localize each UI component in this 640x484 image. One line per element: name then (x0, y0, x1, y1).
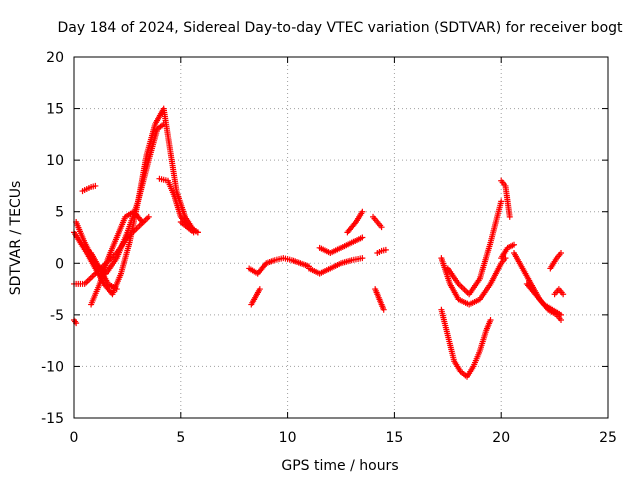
grid (74, 57, 608, 418)
series-arc-14 (344, 208, 366, 236)
series-arc-8 (177, 219, 197, 236)
y-tick-label: -10 (41, 359, 64, 375)
data-point (498, 198, 505, 205)
data-point (92, 182, 99, 189)
series-arc-21 (498, 177, 513, 220)
data-point (139, 219, 146, 226)
series-arc-5 (88, 249, 120, 293)
data-point (113, 286, 120, 293)
chart-title: Day 184 of 2024, Sidereal Day-to-day VTE… (57, 20, 623, 36)
y-tick-label: 15 (46, 102, 64, 118)
series-arc-6 (79, 182, 99, 195)
series-arc-4 (88, 208, 146, 308)
series-arc-19 (438, 255, 509, 308)
data-point (190, 229, 197, 236)
series-arc-11 (248, 286, 263, 308)
data-point (359, 255, 366, 262)
series-arc-12 (305, 255, 366, 277)
data-point (382, 246, 389, 253)
x-tick-label: 25 (599, 430, 617, 446)
data-point (511, 241, 518, 248)
x-tick-label: 5 (176, 430, 185, 446)
data-points (71, 105, 567, 380)
data-point (560, 291, 567, 298)
y-tick-label: -15 (41, 411, 64, 427)
x-tick-label: 10 (279, 430, 297, 446)
y-tick-label: 5 (55, 205, 64, 221)
data-point (359, 234, 366, 241)
y-tick-label: 0 (55, 256, 64, 272)
data-point (487, 317, 494, 324)
data-point (380, 306, 387, 313)
y-tick-label: 10 (46, 153, 64, 169)
x-tick-label: 0 (70, 430, 79, 446)
data-point (378, 224, 385, 231)
y-tick-label: 20 (46, 50, 64, 66)
series-arc-26 (498, 241, 518, 262)
series-arc-15 (370, 213, 385, 231)
series-arc-10 (246, 255, 312, 277)
series-arc-13 (316, 234, 366, 256)
y-tick-label: -5 (50, 308, 64, 324)
data-point (506, 213, 513, 220)
series-arc-20 (444, 198, 505, 298)
data-point (160, 121, 167, 128)
series-arc-23 (523, 280, 565, 318)
series-arc-24 (547, 249, 565, 272)
x-tick-label: 20 (492, 430, 510, 446)
plot-frame (73, 56, 609, 419)
x-axis-label: GPS time / hours (281, 458, 398, 474)
data-point (558, 311, 565, 318)
series-arc-16 (374, 246, 389, 256)
series-arc-25 (551, 286, 567, 298)
data-point (558, 249, 565, 256)
data-point (256, 286, 263, 293)
x-tick-label: 15 (385, 430, 403, 446)
series-arc-18 (438, 306, 494, 380)
data-point (145, 213, 152, 220)
axis-ticks: 0 5 10 15 20 25 -15 -10 -5 0 5 10 15 20 (41, 50, 617, 446)
series-arc-17 (372, 286, 387, 313)
y-axis-label: SDTVAR / TECUs (8, 181, 24, 296)
data-point (558, 317, 565, 324)
data-point (359, 208, 366, 215)
